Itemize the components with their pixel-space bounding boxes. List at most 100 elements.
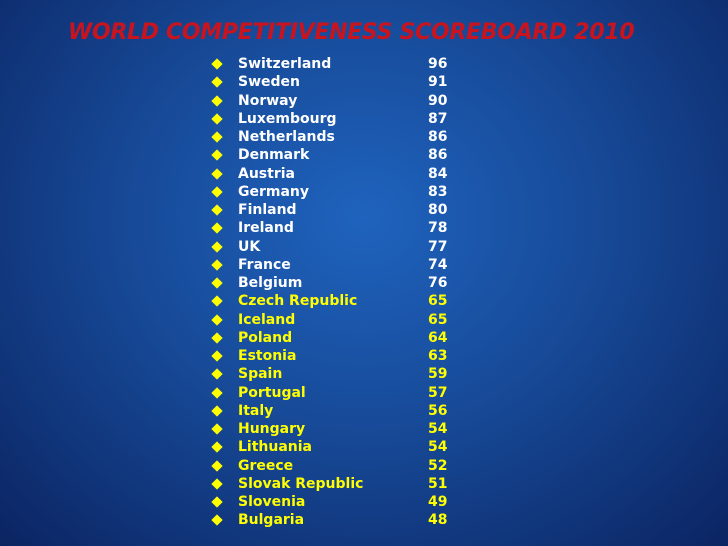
score: 57 [428, 384, 448, 401]
list-row: Belgium 76 [210, 274, 470, 292]
list-row: Ireland 78 [210, 219, 470, 237]
country-name: Switzerland [238, 56, 332, 72]
score: 86 [428, 147, 448, 164]
bullet [211, 204, 223, 216]
list-row: Luxembourg 87 [210, 110, 470, 128]
list-row: Italy 56 [210, 402, 470, 420]
score: 86 [428, 129, 448, 145]
bullet [211, 113, 223, 125]
bullet [211, 186, 223, 198]
bullet [211, 167, 223, 180]
bullet [211, 405, 223, 417]
score: 74 [428, 256, 448, 273]
score: 91 [428, 74, 448, 91]
bullet [211, 295, 223, 307]
bullet [211, 277, 223, 289]
score: 84 [428, 165, 448, 182]
score: 51 [428, 475, 448, 492]
score: 77 [428, 238, 448, 255]
country-name: Slovak Republic [238, 475, 364, 492]
country-name: UK [238, 238, 261, 255]
bullet [211, 58, 223, 70]
score: 54 [428, 439, 448, 456]
country-name: Belgium [238, 275, 303, 291]
score: 49 [428, 494, 448, 510]
country-name: Greece [238, 457, 294, 474]
bullet [211, 386, 223, 399]
list-row: Czech Republic 65 [210, 292, 470, 310]
bullet [211, 222, 223, 234]
country-name: Czech Republic [238, 293, 358, 310]
country-name: Norway [238, 92, 298, 109]
country-name: Iceland [238, 311, 296, 328]
score: 90 [428, 92, 448, 109]
bullet [211, 514, 223, 526]
score: 65 [428, 293, 448, 310]
bullet [211, 313, 223, 326]
country-name: Finland [238, 202, 297, 218]
list-row: Sweden 91 [210, 73, 470, 91]
list-row: Slovenia 49 [210, 493, 470, 511]
bullet [211, 240, 223, 253]
bullet [211, 259, 223, 271]
country-name: Netherlands [238, 129, 335, 145]
list-row: Slovak Republic 51 [210, 475, 470, 493]
score: 52 [428, 457, 448, 474]
country-name: Estonia [238, 348, 297, 364]
bullet [211, 131, 223, 143]
score: 63 [428, 348, 448, 364]
score: 80 [428, 202, 448, 218]
list-row: Iceland 65 [210, 311, 470, 329]
bullet [211, 76, 223, 88]
list-row: Bulgaria 48 [210, 511, 470, 529]
country-name: Austria [238, 165, 295, 182]
list-row: UK 77 [210, 238, 470, 256]
country-name: Lithuania [238, 439, 313, 456]
country-name: Ireland [238, 220, 294, 237]
country-name: Sweden [238, 74, 300, 91]
bullet [211, 350, 223, 362]
list-row: Hungary 54 [210, 420, 470, 438]
list-row: France 74 [210, 256, 470, 274]
bullet [211, 332, 223, 344]
bullet [211, 423, 223, 435]
list-row: Portugal 57 [210, 384, 470, 402]
bullet [211, 149, 223, 161]
list-row: Poland 64 [210, 329, 470, 347]
list-row: Finland 80 [210, 201, 470, 219]
country-name: Portugal [238, 384, 306, 401]
list-row: Germany 83 [210, 183, 470, 201]
list-row: Greece 52 [210, 457, 470, 475]
score: 96 [428, 56, 448, 72]
score: 54 [428, 421, 448, 437]
country-name: Spain [238, 366, 283, 383]
slide-title: WORLD COMPETITIVENESS SCOREBOARD 2010 [68, 20, 635, 45]
bullet [211, 94, 223, 107]
score: 65 [428, 311, 448, 328]
list-row: Austria 84 [210, 165, 470, 183]
score: 48 [428, 512, 448, 529]
score: 83 [428, 183, 448, 200]
score: 64 [428, 329, 448, 346]
country-name: Germany [238, 183, 310, 200]
list-row: Spain 59 [210, 365, 470, 383]
score: 78 [428, 220, 448, 237]
bullet [211, 478, 223, 490]
country-name: Denmark [238, 147, 310, 164]
list-row: Denmark 86 [210, 146, 470, 164]
score: 87 [428, 110, 448, 127]
country-name: Bulgaria [238, 512, 305, 529]
bullet [211, 459, 223, 472]
bullet [211, 496, 223, 508]
list-row: Lithuania 54 [210, 438, 470, 456]
bullet [211, 368, 223, 380]
country-name: Italy [238, 402, 274, 419]
score: 76 [428, 275, 448, 291]
score: 59 [428, 366, 448, 383]
country-name: Luxembourg [238, 110, 337, 127]
country-name: Slovenia [238, 494, 306, 510]
list-row: Estonia 63 [210, 347, 470, 365]
list-row: Netherlands 86 [210, 128, 470, 146]
country-name: Hungary [238, 421, 306, 437]
